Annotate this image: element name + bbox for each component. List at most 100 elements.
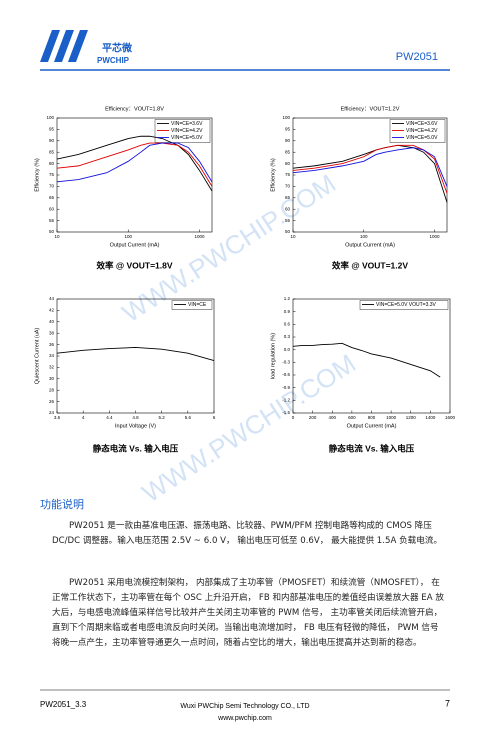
legend-label: VIN=CE=5.0V VOUT=3.3V [376, 302, 437, 308]
x-tick-label: 0 [292, 415, 295, 420]
x-tick-label: 100 [124, 234, 132, 239]
y-tick-label: 75 [285, 172, 291, 177]
y-tick-label: 50 [49, 229, 55, 234]
series-line [56, 142, 213, 183]
x-tick-label: 4 [82, 415, 85, 420]
y-axis-label: load regulation (%) [270, 333, 276, 379]
chart-caption: 静态电流 Vs. 输入电压 [329, 443, 415, 453]
y-tick-label: 60 [285, 206, 291, 211]
y-tick-label: 28 [49, 387, 55, 392]
part-number: PW2051 [396, 51, 438, 63]
y-tick-label: 95 [49, 127, 55, 132]
x-tick-label: 1200 [406, 415, 417, 420]
y-tick-label: 85 [285, 149, 291, 154]
legend-label: VIN=CE=5.0V [406, 135, 438, 141]
y-tick-label: 26 [49, 399, 55, 404]
legend-label: VIN=CE [188, 302, 207, 308]
x-tick-label: 800 [368, 415, 376, 420]
y-tick-label: -0.3 [282, 360, 290, 365]
x-axis-label: Output Current (mA) [347, 423, 397, 429]
y-tick-label: 0.6 [284, 322, 291, 327]
x-tick-label: 1000 [430, 234, 441, 239]
x-tick-label: 200 [309, 415, 317, 420]
x-tick-label: 400 [328, 415, 336, 420]
y-tick-label: 90 [49, 138, 55, 143]
y-tick-label: 60 [49, 206, 55, 211]
chart-title: Efficiency：VOUT=1.2V [341, 106, 400, 112]
legend-box [171, 300, 213, 310]
chart-caption: 效率 @ VOUT=1.8V [96, 260, 172, 270]
legend-label: VIN=CE=3.6V [406, 121, 438, 127]
y-tick-label: 75 [49, 172, 55, 177]
x-tick-label: 1000 [194, 234, 205, 239]
legend-label: VIN=CE=5.0V [171, 135, 203, 141]
x-tick-label: 1600 [445, 415, 456, 420]
y-tick-label: 85 [49, 149, 55, 154]
footer-website: www.pwchip.com [217, 715, 272, 722]
y-tick-label: 50 [285, 229, 291, 234]
x-axis-label: Input Voltage (V) [115, 423, 156, 429]
y-tick-label: 40 [49, 319, 55, 324]
logo-shape [68, 30, 88, 62]
x-tick-label: 6 [213, 415, 216, 420]
logo-shape [40, 30, 60, 62]
y-tick-label: 100 [46, 115, 54, 120]
x-tick-label: 5.2 [159, 415, 166, 420]
series-line [292, 147, 448, 187]
y-tick-label: 36 [49, 342, 55, 347]
series-line [56, 142, 213, 187]
legend-box [154, 119, 211, 143]
chart-caption: 静态电流 Vs. 输入电压 [93, 443, 179, 453]
logo-cn: 平芯微 [102, 42, 133, 55]
y-tick-label: 55 [285, 218, 291, 223]
y-tick-label: 55 [49, 218, 55, 223]
y-tick-label: 32 [49, 365, 55, 370]
chart-caption: 效率 @ VOUT=1.2V [332, 260, 408, 270]
footer-company: Wuxi PWChip Semi Technology CO., LTD [180, 703, 309, 710]
y-tick-label: -0.6 [282, 372, 290, 377]
x-tick-label: 10 [54, 234, 60, 239]
y-tick-label: 95 [285, 127, 291, 132]
y-axis-label: Efficiency (%) [34, 158, 40, 192]
y-tick-label: 90 [285, 138, 291, 143]
y-tick-label: 1.2 [284, 296, 291, 301]
x-tick-label: 3.6 [54, 415, 61, 420]
y-axis-label: Quiescent Current (uA) [34, 328, 40, 385]
y-tick-label: 42 [49, 308, 55, 313]
y-tick-label: -1.2 [282, 398, 290, 403]
x-axis-label: Output Current (mA) [345, 242, 395, 248]
y-tick-label: -1.5 [282, 410, 290, 415]
y-tick-label: 30 [49, 376, 55, 381]
x-tick-label: 4.8 [132, 415, 139, 420]
page-number: 7 [445, 698, 450, 708]
legend-box [359, 300, 449, 310]
y-tick-label: 38 [49, 330, 55, 335]
section-title: 功能说明 [40, 497, 84, 511]
y-axis-label: Efficiency (%) [270, 158, 276, 192]
paragraph: PW2051 采用电流模控制架构， 内部集成了主功率管（PMOSFET）和续流管… [52, 578, 444, 648]
x-tick-label: 1000 [386, 415, 397, 420]
series-line [292, 144, 448, 194]
y-tick-label: 34 [49, 353, 55, 358]
watermark: WWW.PWCHIP.COM [137, 348, 361, 508]
y-tick-label: 70 [49, 184, 55, 189]
y-tick-label: 65 [285, 195, 291, 200]
x-tick-label: 4.4 [106, 415, 113, 420]
x-tick-label: 1400 [425, 415, 436, 420]
paragraph: PW2051 是一款由基准电压源、振荡电路、比较器、PWM/PFM 控制电路等构… [52, 521, 443, 546]
footer-version: PW2051_3.3 [40, 700, 87, 709]
y-tick-label: 80 [49, 161, 55, 166]
legend-box [389, 119, 446, 143]
logo-en: PWCHIP [97, 56, 130, 65]
logo-shape [54, 30, 74, 62]
legend-label: VIN=CE=4.2V [406, 128, 438, 134]
y-tick-label: 0.3 [284, 334, 291, 339]
y-tick-label: 24 [49, 410, 55, 415]
y-tick-label: 0.9 [284, 309, 291, 314]
x-tick-label: 100 [360, 234, 368, 239]
legend-label: VIN=CE=4.2V [171, 128, 203, 134]
chart-title: Efficiency：VOUT=1.8V [105, 106, 164, 112]
x-tick-label: 600 [348, 415, 356, 420]
